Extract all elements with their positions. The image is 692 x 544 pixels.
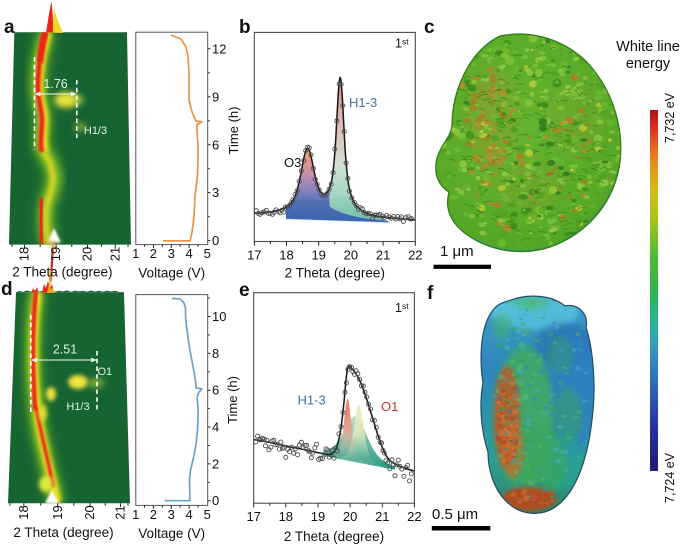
svg-text:0: 0 xyxy=(212,493,219,508)
svg-text:4: 4 xyxy=(185,507,192,522)
svg-text:6: 6 xyxy=(212,383,219,398)
svg-text:d: d xyxy=(1,279,13,300)
svg-text:H1/3: H1/3 xyxy=(66,401,89,413)
svg-text:8: 8 xyxy=(212,346,219,361)
svg-text:20: 20 xyxy=(344,248,358,263)
svg-text:3: 3 xyxy=(168,507,175,522)
svg-text:Time (h): Time (h) xyxy=(225,376,240,424)
svg-text:1.76: 1.76 xyxy=(43,77,67,91)
svg-text:20: 20 xyxy=(82,505,97,519)
svg-text:18: 18 xyxy=(16,505,31,519)
svg-text:2 Theta (degree): 2 Theta (degree) xyxy=(285,266,385,281)
svg-text:6: 6 xyxy=(212,137,219,152)
svg-text:Voltage (V): Voltage (V) xyxy=(138,526,205,541)
svg-text:4: 4 xyxy=(212,420,219,435)
svg-text:Time (h): Time (h) xyxy=(226,107,241,155)
svg-text:3: 3 xyxy=(168,246,175,261)
svg-text:0.5 μm: 0.5 μm xyxy=(432,506,478,523)
svg-text:3: 3 xyxy=(212,185,219,200)
svg-text:2 Theta (degree): 2 Theta (degree) xyxy=(284,529,384,544)
svg-text:4: 4 xyxy=(185,246,192,261)
svg-text:7,732 eV: 7,732 eV xyxy=(663,92,677,143)
svg-text:2.51: 2.51 xyxy=(53,343,77,357)
svg-text:12: 12 xyxy=(212,41,226,56)
svg-text:b: b xyxy=(239,17,251,38)
svg-text:18: 18 xyxy=(17,247,32,261)
svg-text:5: 5 xyxy=(204,507,211,522)
svg-text:19: 19 xyxy=(50,505,65,519)
svg-text:21: 21 xyxy=(376,248,390,263)
svg-text:2: 2 xyxy=(150,246,157,261)
svg-text:20: 20 xyxy=(343,509,357,524)
svg-text:9: 9 xyxy=(212,89,219,104)
svg-text:2 Theta (degree): 2 Theta (degree) xyxy=(13,525,113,540)
svg-text:18: 18 xyxy=(279,509,293,524)
svg-text:H1-3: H1-3 xyxy=(298,393,326,408)
svg-text:White line: White line xyxy=(616,39,680,55)
svg-text:22: 22 xyxy=(407,509,421,524)
svg-text:f: f xyxy=(427,283,434,304)
svg-text:19: 19 xyxy=(311,248,325,263)
svg-text:21: 21 xyxy=(375,509,389,524)
svg-text:22: 22 xyxy=(408,248,422,263)
svg-text:10: 10 xyxy=(212,309,226,324)
svg-text:2 Theta (degree): 2 Theta (degree) xyxy=(12,265,112,280)
svg-text:21: 21 xyxy=(107,247,122,261)
svg-text:2: 2 xyxy=(212,456,219,471)
svg-text:17: 17 xyxy=(246,509,260,524)
svg-text:7,724 eV: 7,724 eV xyxy=(663,452,677,503)
svg-text:0: 0 xyxy=(212,233,219,248)
svg-text:O3: O3 xyxy=(284,155,301,170)
svg-text:O1: O1 xyxy=(97,366,112,378)
svg-text:1: 1 xyxy=(132,507,139,522)
svg-text:c: c xyxy=(424,17,435,38)
svg-text:energy: energy xyxy=(626,56,671,72)
svg-text:1 μm: 1 μm xyxy=(440,243,474,260)
svg-text:21: 21 xyxy=(113,505,128,519)
svg-text:19: 19 xyxy=(311,509,325,524)
svg-text:Voltage (V): Voltage (V) xyxy=(138,266,205,281)
svg-text:5: 5 xyxy=(204,246,211,261)
svg-text:O1: O1 xyxy=(381,399,398,414)
svg-text:H1/3: H1/3 xyxy=(84,125,107,137)
svg-text:a: a xyxy=(4,17,15,38)
svg-text:2: 2 xyxy=(150,507,157,522)
svg-text:17: 17 xyxy=(247,248,261,263)
svg-text:19: 19 xyxy=(48,247,63,261)
svg-text:18: 18 xyxy=(279,248,293,263)
svg-text:20: 20 xyxy=(80,247,95,261)
svg-text:1: 1 xyxy=(132,246,139,261)
svg-text:e: e xyxy=(239,280,250,301)
svg-text:H1-3: H1-3 xyxy=(349,95,377,110)
